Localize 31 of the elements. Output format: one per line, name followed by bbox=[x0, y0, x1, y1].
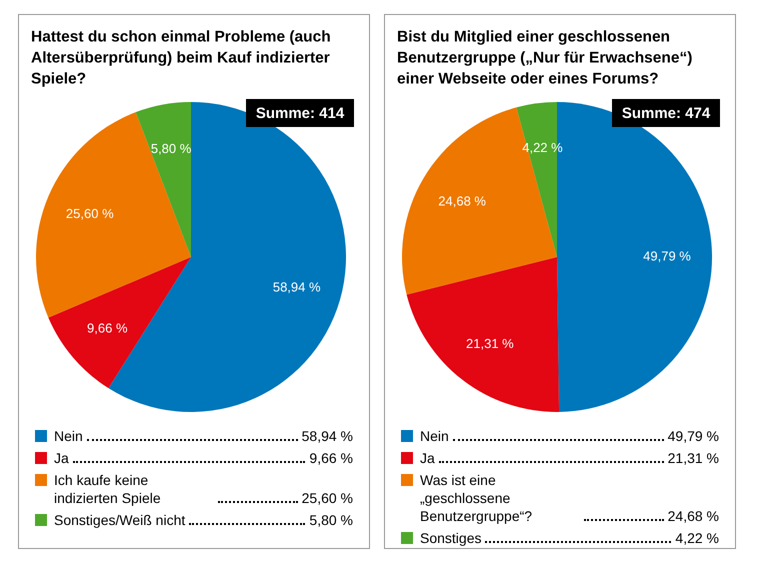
data-label: 24,68 % bbox=[438, 193, 486, 208]
pie-slice bbox=[136, 102, 191, 257]
pie-slice bbox=[36, 112, 191, 318]
data-label: 21,31 % bbox=[466, 336, 514, 352]
legend-label: Sonstiges/Weiß nicht bbox=[54, 511, 186, 529]
text: 4,22 % bbox=[675, 530, 719, 546]
text: 25,60 % bbox=[302, 490, 353, 506]
data-label: 25,60 % bbox=[66, 206, 114, 221]
text: 21,31 % bbox=[668, 450, 719, 466]
chart-title: Hattest du schon einmal Probleme (auch Altersüberprüfung) beim Kauf indizierter Spiele? bbox=[31, 28, 331, 88]
legend-label: Ja bbox=[420, 449, 435, 467]
data-label: 49,79 % bbox=[643, 248, 692, 264]
text: Summe: 414 bbox=[256, 105, 345, 122]
text: Summe: 474 bbox=[622, 105, 711, 122]
text: 9,66 % bbox=[309, 450, 353, 466]
pie-slice bbox=[406, 257, 560, 412]
legend-label: Was ist eine „geschlossene Benutzergruppe“? bbox=[420, 471, 534, 525]
text: 58,94 % bbox=[302, 428, 353, 444]
legend-label: Ich kaufe keine indizierten Spiele bbox=[54, 471, 162, 507]
data-label: 9,66 % bbox=[87, 320, 128, 336]
data-label: 5,80 % bbox=[150, 140, 192, 156]
legend-label: Nein bbox=[420, 427, 449, 445]
data-label: 58,94 % bbox=[272, 279, 321, 294]
pie-slice bbox=[48, 257, 191, 388]
legend-label: Sonstiges bbox=[420, 529, 482, 547]
text: 49,79 % bbox=[668, 428, 719, 444]
legend-label: Nein bbox=[54, 427, 83, 445]
text: 5,80 % bbox=[309, 512, 353, 528]
legend-label: Ja bbox=[54, 449, 69, 467]
chart-title: Bist du Mitglied einer geschlossenen Benutzergruppe („Nur für Erwachsene“) einer Webseite oder eines Forums? bbox=[397, 28, 692, 88]
text: 24,68 % bbox=[668, 508, 719, 524]
